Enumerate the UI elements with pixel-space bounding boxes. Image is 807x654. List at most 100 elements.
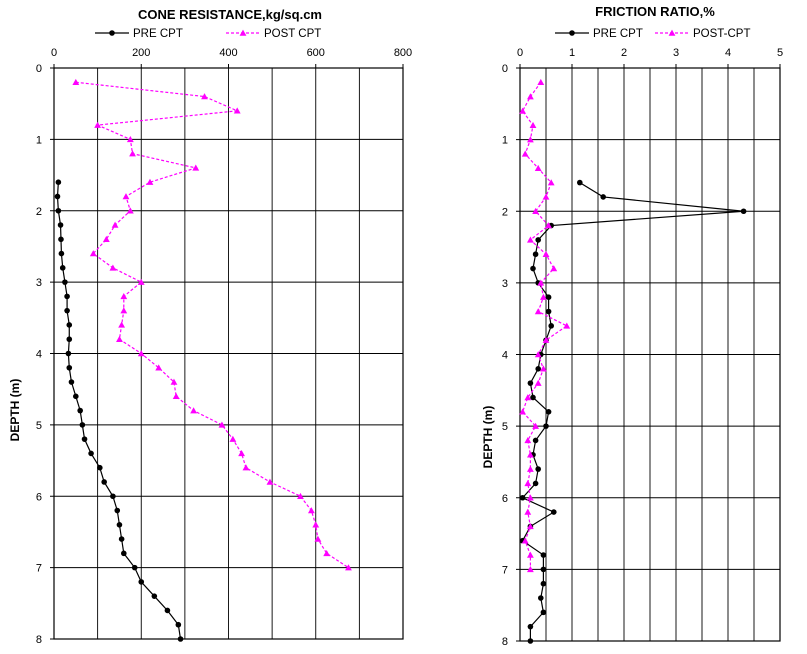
data-point	[79, 422, 86, 428]
data-point	[532, 251, 539, 258]
data-point	[524, 508, 532, 515]
data-point	[548, 323, 554, 329]
data-point	[529, 121, 537, 129]
data-point	[521, 537, 529, 544]
data-point	[102, 235, 110, 243]
data-point	[77, 407, 83, 414]
y-tick-label: 7	[36, 563, 42, 575]
data-point	[545, 222, 552, 229]
legend-entry: PRE CPT	[95, 28, 183, 40]
y-tick-label: 8	[502, 636, 508, 648]
data-point	[242, 464, 250, 471]
plot-frame	[519, 67, 781, 642]
y-tick-label: 5	[502, 421, 508, 433]
data-point	[66, 336, 73, 343]
data-point	[542, 193, 550, 200]
series-line	[56, 182, 182, 640]
data-point	[527, 494, 534, 501]
series-post-cpt	[72, 78, 352, 571]
y-tick-label: 2	[502, 206, 508, 218]
data-point	[550, 265, 558, 272]
data-point	[229, 435, 237, 442]
data-point	[118, 321, 126, 328]
data-point	[101, 479, 107, 485]
data-point	[66, 364, 73, 371]
y-tick-label: 1	[36, 134, 42, 146]
data-point	[55, 179, 62, 185]
data-point	[97, 464, 103, 471]
data-point	[542, 336, 550, 343]
data-point	[129, 150, 136, 157]
data-point	[543, 423, 549, 429]
x-tick-label: 200	[132, 47, 150, 59]
data-point	[540, 609, 547, 616]
legend-marker	[569, 30, 575, 36]
data-point	[146, 178, 154, 185]
data-point	[266, 478, 274, 485]
data-point	[238, 450, 245, 457]
data-point	[540, 580, 547, 587]
data-point	[111, 221, 119, 228]
data-point	[545, 294, 552, 301]
legend-entry: PRE CPT	[555, 28, 643, 40]
data-point	[540, 566, 547, 573]
y-tick-label: 5	[36, 420, 42, 432]
y-tick-label: 8	[36, 634, 42, 646]
data-point	[527, 465, 534, 472]
data-point	[131, 564, 138, 571]
data-point	[527, 136, 534, 143]
y-axis-label: DEPTH (m)	[481, 406, 495, 469]
legend-marker	[109, 30, 115, 36]
data-point	[218, 421, 226, 428]
data-point	[164, 607, 171, 614]
data-point	[126, 207, 134, 214]
data-point	[547, 179, 555, 186]
data-point	[545, 308, 552, 315]
data-point	[519, 494, 526, 501]
data-point	[65, 350, 72, 357]
data-point	[521, 150, 529, 157]
y-axis-label: DEPTH (m)	[8, 379, 22, 442]
data-point	[542, 250, 550, 257]
data-point	[66, 322, 73, 328]
data-point	[116, 335, 123, 342]
legend-marker	[239, 29, 247, 36]
data-point	[297, 492, 304, 499]
y-tick-label: 3	[502, 278, 508, 290]
data-point	[88, 450, 94, 457]
data-point	[122, 193, 130, 200]
x-tick-label: 2	[621, 47, 627, 59]
chart-title: CONE RESISTANCE,kg/sq.cm	[138, 7, 322, 22]
y-tick-label: 3	[36, 277, 42, 289]
data-point	[312, 521, 320, 528]
series-line	[75, 81, 349, 569]
data-point	[62, 279, 68, 285]
data-point	[116, 522, 123, 528]
data-point	[540, 293, 547, 300]
data-point	[527, 236, 534, 243]
data-point	[519, 107, 526, 114]
data-point	[59, 265, 66, 271]
chart-title: FRICTION RATIO,%	[595, 4, 715, 19]
data-point	[524, 437, 532, 444]
data-point	[527, 93, 534, 100]
data-point	[527, 380, 534, 386]
data-point	[740, 208, 747, 215]
data-point	[527, 638, 534, 644]
data-point	[524, 480, 532, 487]
data-point	[110, 493, 116, 500]
series-post-cpt	[519, 78, 571, 573]
data-point	[58, 236, 64, 243]
x-tick-label: 0	[517, 47, 523, 59]
data-point	[233, 107, 241, 114]
data-point	[73, 393, 79, 400]
data-point	[114, 507, 121, 514]
x-tick-label: 3	[673, 47, 679, 59]
data-point	[535, 466, 541, 472]
series-pre-cpt	[519, 179, 747, 644]
data-point	[58, 250, 65, 257]
data-point	[527, 523, 534, 530]
data-point	[535, 366, 541, 372]
y-tick-label: 4	[36, 349, 42, 361]
data-point	[540, 552, 547, 558]
